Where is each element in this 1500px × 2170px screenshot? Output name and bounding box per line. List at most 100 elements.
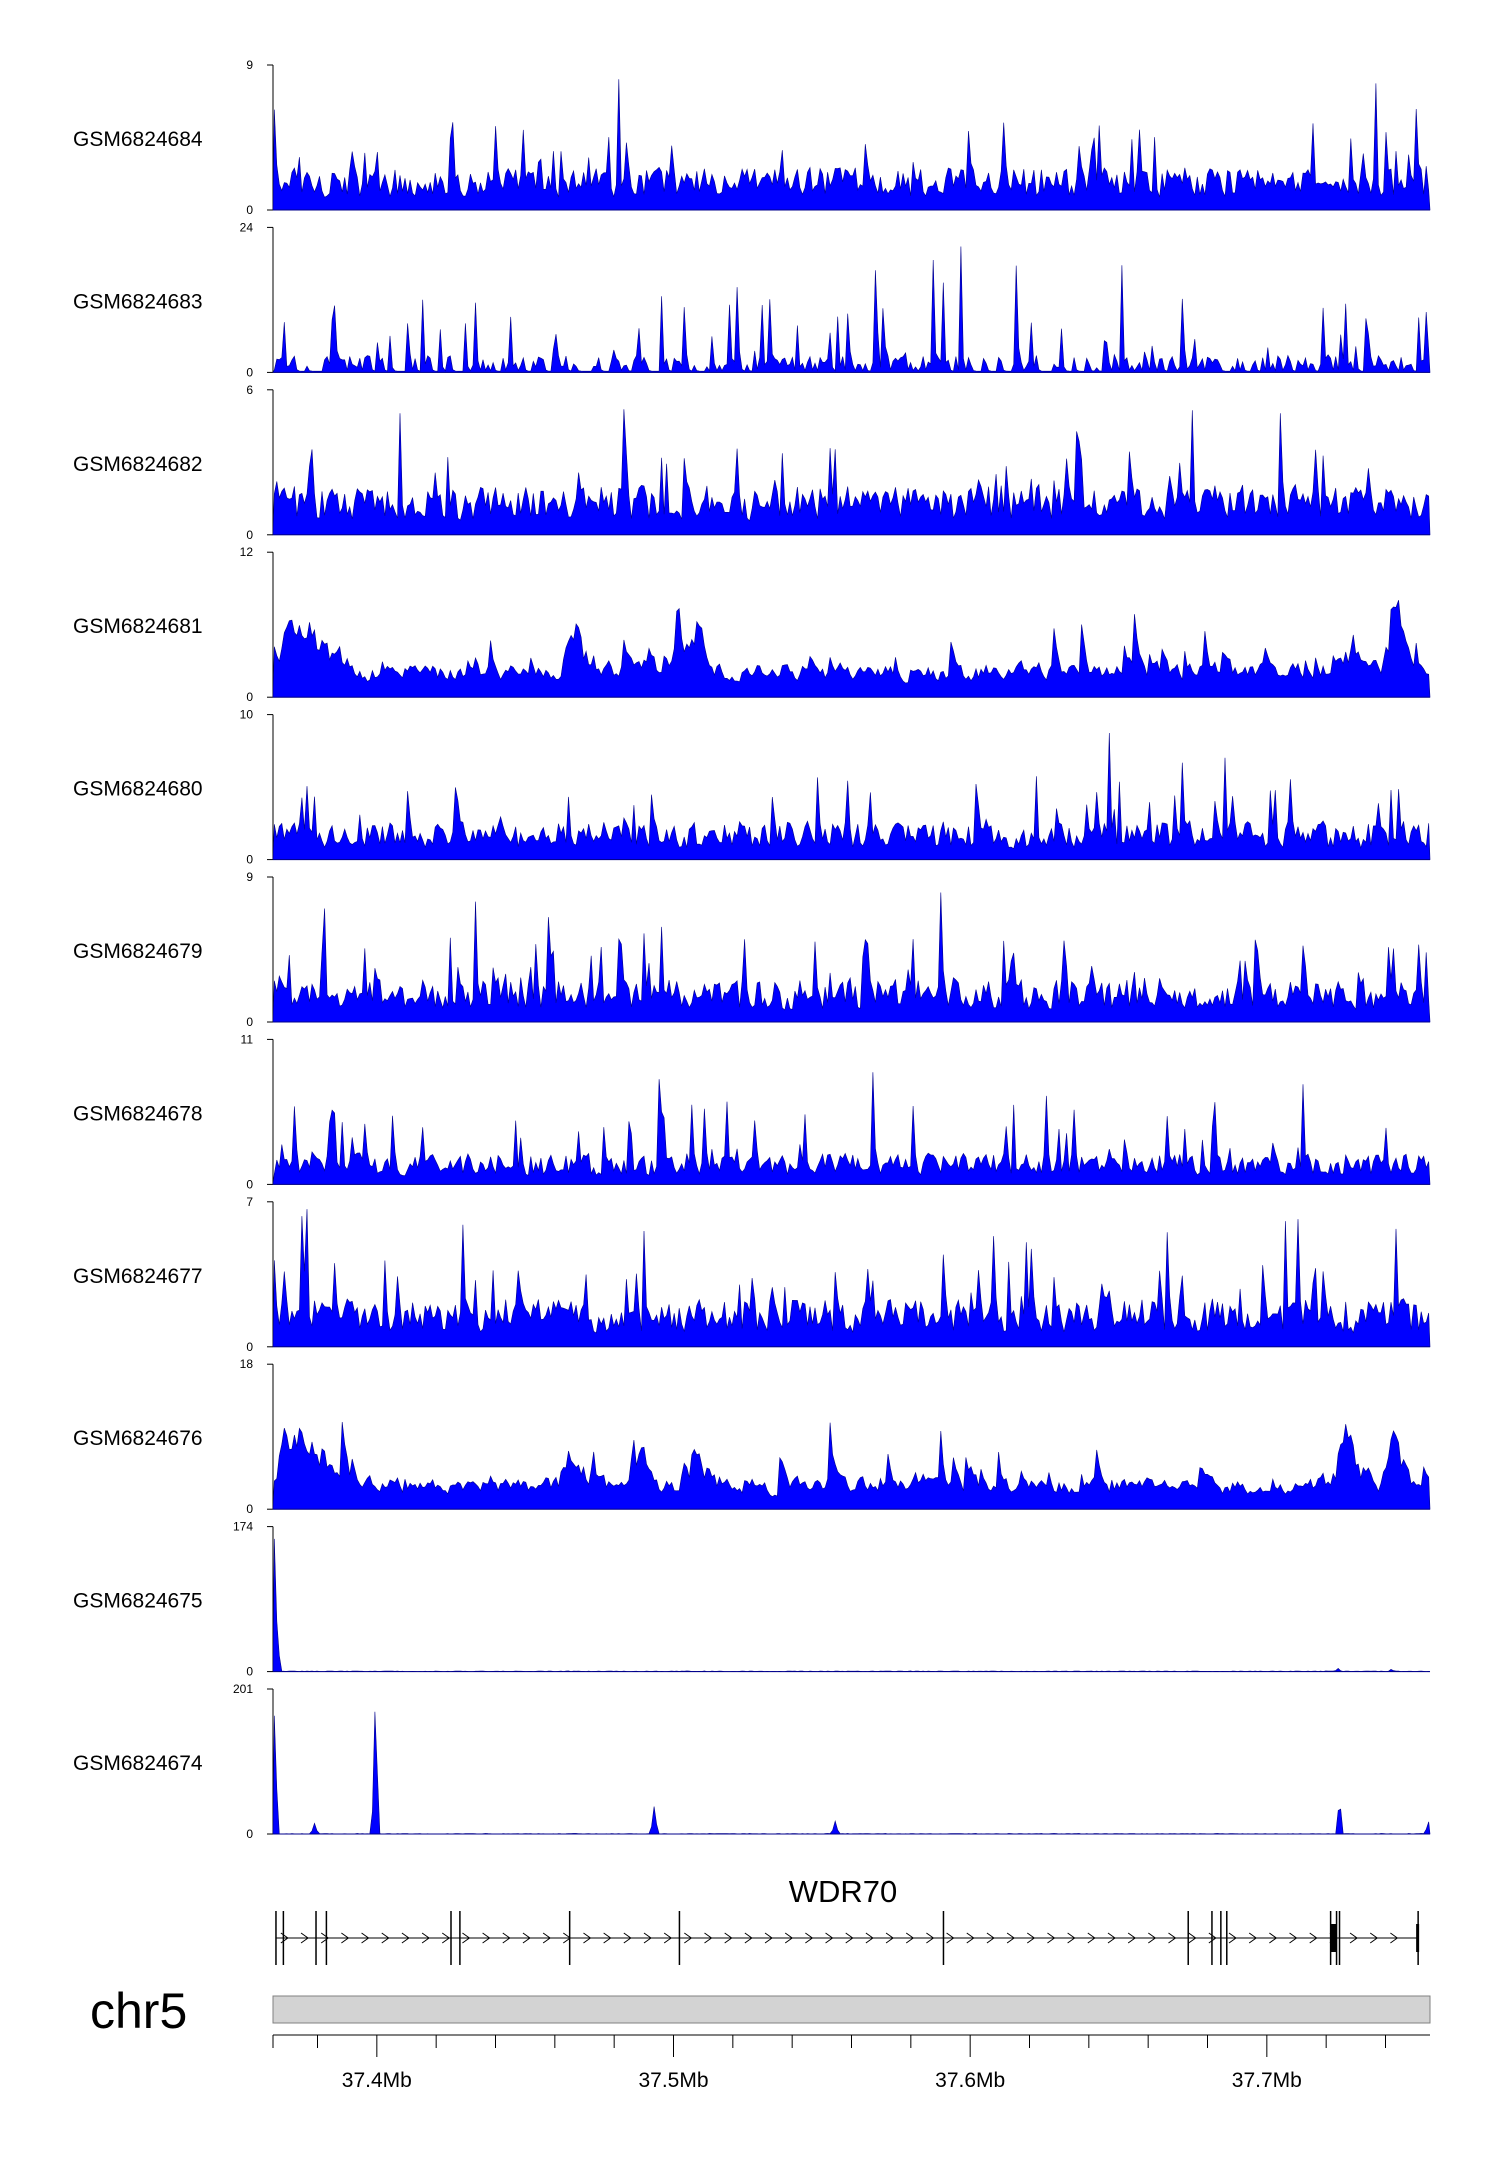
strand-arrow (1269, 1932, 1278, 1944)
y-axis-max-label: 9 (246, 870, 253, 884)
y-axis-max-label: 7 (246, 1195, 253, 1209)
y-axis-max-label: 10 (240, 708, 254, 722)
gene-model (275, 1911, 1420, 1965)
y-axis-min-label: 0 (246, 1015, 253, 1029)
signal-area (272, 79, 1431, 211)
strand-arrow (1309, 1932, 1318, 1944)
axis-tick-label: 37.5Mb (638, 2069, 708, 2092)
y-axis-min-label: 0 (246, 1827, 253, 1841)
y-axis-min-label: 0 (246, 1502, 253, 1516)
strand-arrow (1087, 1932, 1096, 1944)
strand-arrow (1107, 1932, 1116, 1944)
track-GSM6824676: GSM6824676 18 0 (73, 1357, 1431, 1516)
track-label: GSM6824684 (73, 128, 203, 151)
strand-arrow (764, 1932, 773, 1944)
strand-arrow (1248, 1932, 1258, 1944)
strand-arrow (1208, 1932, 1217, 1944)
y-axis-max-label: 18 (240, 1357, 254, 1371)
track-label: GSM6824674 (73, 1752, 203, 1775)
strand-arrow (684, 1932, 693, 1944)
y-axis-min-label: 0 (246, 690, 253, 704)
strand-arrow (1349, 1932, 1358, 1944)
y-axis-min-label: 0 (246, 1340, 253, 1354)
strand-arrow (1148, 1932, 1157, 1944)
strand-arrow (905, 1932, 915, 1944)
gene-name-label: WDR70 (789, 1874, 898, 1909)
y-axis-max-label: 11 (241, 1032, 254, 1046)
strand-arrow (1026, 1932, 1036, 1944)
track-label: GSM6824682 (73, 453, 203, 476)
strand-arrow (1390, 1932, 1399, 1944)
y-axis-max-label: 6 (246, 383, 253, 397)
strand-arrow (583, 1932, 592, 1944)
strand-arrow (361, 1932, 370, 1944)
track-label: GSM6824683 (73, 290, 203, 313)
genome-axis: 37.4Mb 37.5Mb 37.6Mb 37.7Mb (272, 2034, 1430, 2092)
strand-arrow (1289, 1932, 1298, 1944)
signal-area (272, 1421, 1431, 1510)
y-axis-max-label: 24 (240, 220, 254, 234)
y-axis-max-label: 201 (233, 1682, 253, 1696)
axis-tick-label: 37.4Mb (342, 2069, 412, 2092)
strand-arrow (724, 1932, 733, 1944)
strand-arrow (401, 1932, 410, 1944)
strand-arrow (623, 1932, 632, 1944)
track-GSM6824674: GSM6824674 201 0 (73, 1682, 1431, 1841)
track-label: GSM6824678 (73, 1102, 203, 1125)
y-axis-max-label: 9 (246, 58, 253, 72)
track-label: GSM6824679 (73, 940, 203, 963)
strand-arrow (986, 1932, 995, 1944)
strand-arrow (300, 1932, 309, 1944)
strand-arrow (522, 1932, 531, 1944)
strand-arrow (926, 1932, 935, 1944)
last-exon (1416, 1924, 1420, 1952)
track-GSM6824675: GSM6824675 174 0 (73, 1520, 1431, 1679)
strand-arrow (885, 1932, 894, 1944)
track-GSM6824678: GSM6824678 11 0 (73, 1032, 1431, 1191)
strand-arrow (946, 1932, 955, 1944)
axis-tick-label: 37.7Mb (1232, 2069, 1302, 2092)
signal-area (272, 409, 1431, 536)
strand-arrow (784, 1932, 794, 1944)
signal-area (272, 246, 1431, 373)
chromosome-track: chr5 (90, 1983, 1431, 2039)
strand-arrow (1369, 1932, 1379, 1944)
strand-arrow (1127, 1932, 1137, 1944)
strand-arrow (502, 1932, 511, 1944)
y-axis-max-label: 12 (240, 545, 254, 559)
axis-tick-label: 37.6Mb (935, 2069, 1005, 2092)
signal-area (272, 892, 1431, 1023)
signal-area (272, 600, 1431, 698)
track-label: GSM6824677 (73, 1265, 203, 1288)
y-axis-min-label: 0 (246, 365, 253, 379)
strand-arrow (1047, 1932, 1056, 1944)
signal-area (272, 1209, 1431, 1348)
strand-arrow (421, 1932, 430, 1944)
strand-arrow (805, 1932, 814, 1944)
y-axis-max-label: 174 (233, 1520, 253, 1534)
strand-arrow (381, 1932, 390, 1944)
strand-arrow (1188, 1932, 1197, 1944)
y-axis-min-label: 0 (246, 1665, 253, 1679)
strand-arrow (462, 1932, 471, 1944)
strand-arrow (320, 1932, 330, 1944)
track-GSM6824682: GSM6824682 6 0 (73, 383, 1431, 542)
strand-arrow (643, 1932, 652, 1944)
track-label: GSM6824675 (73, 1590, 203, 1613)
strand-arrow (704, 1932, 713, 1944)
chromosome-label: chr5 (90, 1983, 187, 2039)
track-GSM6824684: GSM6824684 9 0 (73, 58, 1431, 217)
track-label: GSM6824676 (73, 1427, 203, 1450)
track-GSM6824677: GSM6824677 7 0 (73, 1195, 1431, 1354)
strand-arrow (1168, 1932, 1177, 1944)
y-axis-min-label: 0 (246, 853, 253, 867)
track-label: GSM6824680 (73, 778, 203, 801)
signal-tracks: GSM682468490GSM6824683240GSM682468260GSM… (73, 58, 1431, 1841)
strand-arrow (825, 1932, 834, 1944)
track-GSM6824679: GSM6824679 9 0 (73, 870, 1431, 1029)
strand-arrow (542, 1932, 551, 1944)
gene-track: WDR70 (275, 1874, 1420, 1965)
coding-exon-block (1330, 1924, 1337, 1952)
strand-arrow (845, 1932, 854, 1944)
